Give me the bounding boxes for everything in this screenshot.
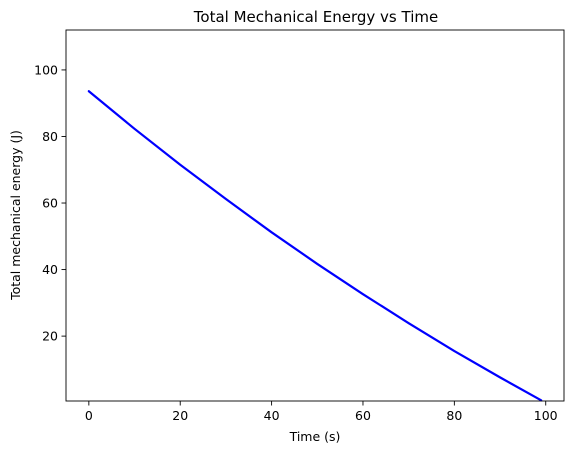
axes-frame <box>65 29 565 402</box>
series-line-1 <box>87 90 543 402</box>
x-tick-label: 0 <box>85 408 93 423</box>
x-axis: 0 20 40 60 80 100 <box>85 401 558 423</box>
y-tick-label: 80 <box>42 129 58 144</box>
chart-title: Total Mechanical Energy vs Time <box>193 8 438 26</box>
y-axis: 20 40 60 80 100 <box>34 62 66 344</box>
plot-area <box>87 90 543 402</box>
x-tick-label: 60 <box>355 408 371 423</box>
y-axis-label: Total mechanical energy (J) <box>8 130 23 301</box>
x-tick-label: 40 <box>264 408 280 423</box>
x-tick-label: 80 <box>446 408 462 423</box>
x-axis-label: Time (s) <box>289 429 341 444</box>
y-tick-label: 20 <box>42 329 58 344</box>
x-tick-label: 100 <box>534 408 558 423</box>
y-tick-label: 60 <box>42 196 58 211</box>
y-tick-label: 100 <box>34 62 58 77</box>
y-tick-label: 40 <box>42 262 58 277</box>
x-tick-label: 20 <box>172 408 188 423</box>
